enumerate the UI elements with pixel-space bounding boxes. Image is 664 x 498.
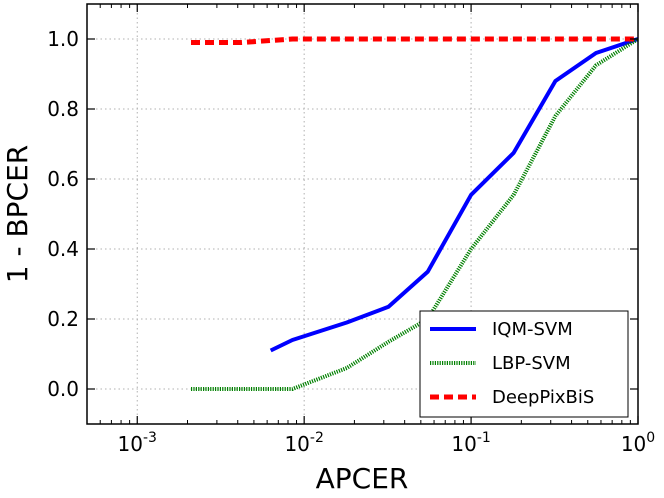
x-tick-label-base: 10 [284, 432, 309, 456]
legend-label-lbp-svm: LBP-SVM [492, 353, 571, 374]
y-tick-label: 1.0 [47, 27, 79, 51]
legend-label-deeppixbis: DeepPixBiS [492, 387, 594, 408]
legend: IQM-SVM LBP-SVM DeepPixBiS [419, 310, 629, 418]
tick-layer: 0.00.20.40.60.81.010-3 10-2 10-1 100 [47, 4, 655, 456]
x-tick-label-exponent: 0 [646, 430, 655, 446]
series-line-deeppixbis [191, 36, 638, 45]
plot-frame [86, 3, 639, 425]
y-tick-label: 0.2 [47, 307, 79, 331]
y-tick-label: 0.0 [47, 377, 79, 401]
x-axis-title: APCER [316, 462, 409, 495]
x-tick-label-exponent: -2 [310, 430, 324, 446]
y-tick-label: 0.6 [47, 167, 79, 191]
x-tick-label-base: 10 [118, 432, 143, 456]
x-tick-label: 10-3 [118, 430, 157, 456]
x-tick-label: 100 [621, 430, 655, 456]
series-line-lbp-svm [191, 37, 640, 391]
y-axis-title: 1 - BPCER [1, 145, 34, 284]
x-tick-label-exponent: -1 [477, 430, 491, 446]
x-tick-label: 10-2 [284, 430, 323, 456]
x-tick-label: 10-1 [451, 430, 490, 456]
legend-label-iqm-svm: IQM-SVM [492, 319, 573, 340]
series-layer [191, 36, 640, 391]
y-tick-label: 0.4 [47, 237, 79, 261]
y-tick-label: 0.8 [47, 97, 79, 121]
x-tick-label-base: 10 [451, 432, 476, 456]
series-line-iqm-svm [269, 37, 639, 353]
x-tick-label-exponent: -3 [143, 430, 157, 446]
x-tick-label-base: 10 [621, 432, 646, 456]
